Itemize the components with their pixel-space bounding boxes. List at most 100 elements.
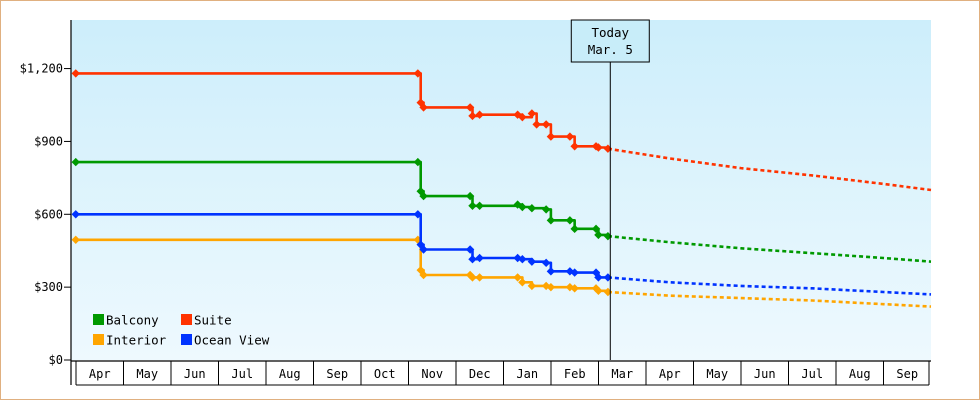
x-tick-label: Dec (469, 367, 491, 381)
forecast-line-ocean-view (607, 276, 932, 296)
data-point-balcony[interactable] (518, 202, 527, 212)
x-tick-label: Jun (184, 367, 206, 381)
data-point-balcony[interactable] (570, 224, 579, 234)
today-callout-box (570, 19, 650, 63)
x-tick-label: Jun (754, 367, 776, 381)
data-point-suite[interactable] (475, 110, 484, 119)
data-point-interior[interactable] (468, 273, 477, 282)
series-suite (71, 69, 932, 192)
x-tick-label: Feb (564, 367, 586, 381)
data-point-ocean-view[interactable] (594, 273, 603, 282)
x-tick-label: Nov (421, 367, 443, 381)
data-point-suite[interactable] (532, 120, 541, 129)
data-point-ocean-view[interactable] (603, 273, 613, 282)
x-tick-label: Apr (659, 367, 681, 381)
x-tick-label: Jul (801, 367, 823, 381)
data-point-balcony[interactable] (413, 157, 423, 167)
data-point-balcony[interactable] (475, 201, 484, 210)
data-point-balcony[interactable] (546, 216, 556, 225)
data-point-ocean-view[interactable] (546, 267, 556, 276)
data-point-interior[interactable] (513, 273, 522, 282)
data-point-ocean-view[interactable] (518, 255, 527, 264)
data-point-balcony[interactable] (513, 200, 522, 209)
data-point-balcony[interactable] (591, 224, 601, 234)
data-point-suite[interactable] (465, 103, 475, 112)
data-point-ocean-view[interactable] (416, 240, 425, 249)
data-point-suite[interactable] (416, 98, 425, 107)
y-tick-label: $1,200 (20, 62, 63, 76)
data-point-interior[interactable] (546, 282, 556, 292)
data-point-suite[interactable] (518, 112, 527, 122)
axes-layer: $0 $300 $600 $900 $1,200 Apr May Jun Jul Aug Sep Oc… (20, 20, 931, 386)
data-point-ocean-view[interactable] (570, 268, 579, 277)
legend-swatch-interior (93, 334, 104, 345)
x-tick-label: Apr (89, 367, 111, 381)
data-point-balcony[interactable] (594, 230, 603, 240)
data-point-interior[interactable] (475, 273, 484, 282)
series-ocean-view (71, 210, 932, 296)
data-point-balcony[interactable] (465, 191, 475, 201)
data-point-ocean-view[interactable] (419, 245, 428, 254)
data-point-suite[interactable] (419, 103, 428, 112)
data-point-balcony[interactable] (603, 231, 613, 241)
data-point-interior[interactable] (71, 235, 80, 244)
x-tick-label: Aug (849, 367, 871, 381)
forecast-line-balcony (607, 234, 932, 263)
data-point-suite[interactable] (71, 69, 80, 78)
x-tick-label: Aug (279, 367, 301, 381)
data-point-balcony[interactable] (468, 201, 477, 210)
data-point-balcony[interactable] (527, 204, 537, 213)
data-point-suite[interactable] (468, 111, 477, 121)
data-point-ocean-view[interactable] (513, 253, 522, 263)
data-point-interior[interactable] (594, 286, 603, 295)
series-interior (71, 235, 932, 308)
data-point-balcony[interactable] (541, 205, 551, 214)
data-point-ocean-view[interactable] (541, 258, 551, 268)
data-point-suite[interactable] (570, 142, 579, 151)
forecast-line-interior (607, 290, 932, 308)
data-point-ocean-view[interactable] (468, 255, 477, 264)
data-point-suite[interactable] (413, 69, 423, 78)
today-label: Today (591, 25, 629, 40)
data-point-balcony[interactable] (565, 216, 575, 225)
today-marker: Today Mar. 5 (570, 19, 650, 360)
data-point-suite[interactable] (546, 132, 556, 141)
today-date: Mar. 5 (588, 42, 633, 57)
data-point-suite[interactable] (594, 143, 603, 152)
data-point-interior[interactable] (518, 278, 527, 287)
x-tick-label: Mar (611, 367, 633, 381)
x-tick-label: Oct (374, 367, 396, 381)
data-point-ocean-view[interactable] (475, 253, 484, 263)
data-point-interior[interactable] (570, 284, 579, 293)
data-point-ocean-view[interactable] (465, 245, 475, 254)
legend-swatch-balcony (93, 314, 104, 325)
x-tick-label: Sep (326, 367, 348, 381)
y-tick-label: $300 (34, 280, 63, 294)
x-tick-label: Jan (516, 367, 538, 381)
data-point-suite[interactable] (513, 110, 522, 119)
data-point-ocean-view[interactable] (71, 210, 80, 219)
x-tick-label: Sep (896, 367, 918, 381)
legend: Balcony Suite Interior Ocean View (93, 313, 270, 348)
data-point-interior[interactable] (527, 281, 537, 291)
legend-label-balcony: Balcony (106, 313, 159, 328)
data-point-interior[interactable] (541, 281, 551, 291)
legend-label-ocean-view: Ocean View (194, 333, 270, 348)
data-point-interior[interactable] (419, 270, 428, 280)
legend-swatch-suite (181, 314, 192, 325)
y-tick-label: $600 (34, 207, 63, 221)
data-point-interior[interactable] (603, 287, 613, 297)
data-point-suite[interactable] (527, 109, 537, 118)
data-point-suite[interactable] (603, 144, 613, 153)
x-tick-label: May (706, 367, 728, 381)
data-point-suite[interactable] (565, 132, 575, 141)
y-tick-label: $0 (49, 353, 63, 367)
data-point-suite[interactable] (541, 120, 551, 129)
data-point-ocean-view[interactable] (413, 210, 423, 219)
data-point-ocean-view[interactable] (527, 257, 537, 266)
legend-label-suite: Suite (194, 313, 232, 328)
data-point-balcony[interactable] (419, 191, 428, 201)
forecast-line-suite (607, 147, 932, 192)
data-point-balcony[interactable] (71, 157, 80, 167)
